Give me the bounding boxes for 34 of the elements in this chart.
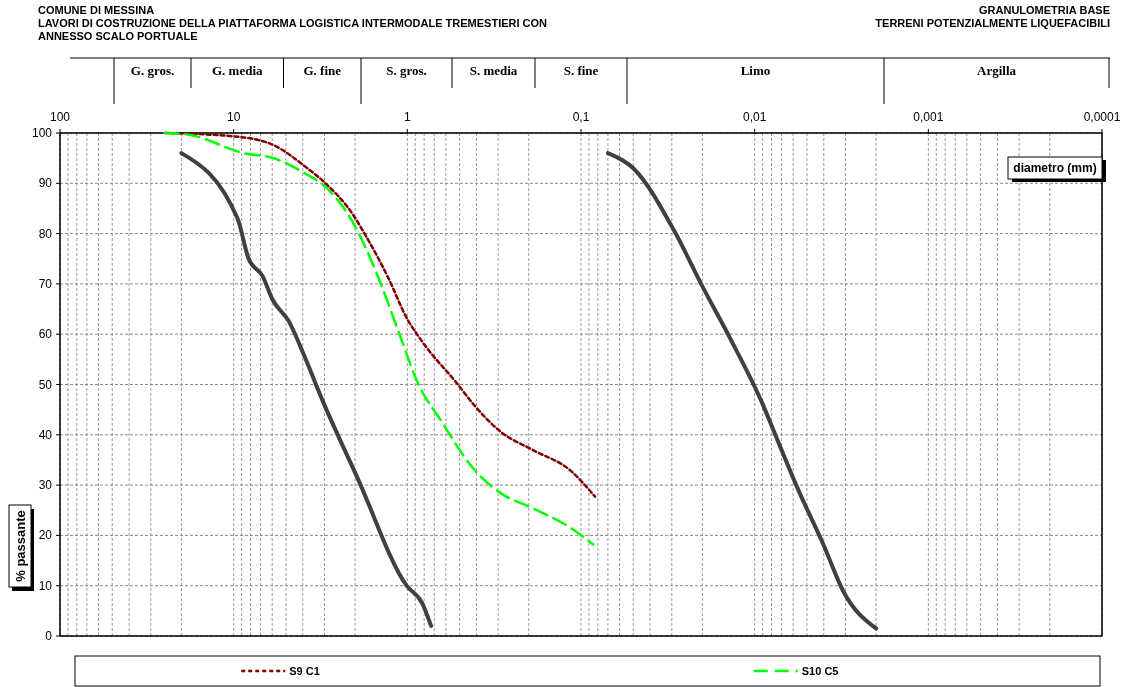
- y-tick-label: 80: [38, 226, 53, 241]
- y-tick-label: 70: [38, 276, 53, 291]
- text: Limo: [740, 63, 771, 78]
- x-tick-label: 0,1: [572, 110, 590, 124]
- text: S. fine: [563, 63, 599, 78]
- x-tick-label: 100: [49, 110, 71, 124]
- y-tick-label: 20: [38, 528, 53, 543]
- text: G. fine: [303, 63, 342, 78]
- text: TERRENI POTENZIALMENTE LIQUEFACIBILI: [875, 17, 1110, 29]
- text: GRANULOMETRIA BASE: [979, 4, 1110, 16]
- chart-title: COMUNE DI MESSINA: [38, 4, 155, 16]
- text: S. media: [469, 63, 518, 78]
- y-tick-label: 10: [38, 578, 53, 593]
- x-tick-label: 0,01: [742, 110, 767, 124]
- y-tick-label: 100: [31, 126, 53, 140]
- x-tick-label: 0,001: [913, 110, 944, 124]
- legend-label: S9 C1: [289, 665, 320, 677]
- x-tick-label: 1: [403, 110, 411, 124]
- y-tick-label: 90: [38, 176, 53, 191]
- x-tick-label: 10: [226, 110, 241, 124]
- text: G. gros.: [130, 63, 175, 78]
- chart-subtitle: LAVORI DI COSTRUZIONE DELLA PIATTAFORMA LOGISTICA INTERMODALE TREMESTIERI CON ANNESSO SCALO PORTUALE: [38, 17, 548, 42]
- x-tick-label: 0,0001: [1083, 110, 1121, 124]
- text: S. gros.: [386, 63, 427, 78]
- y-tick-label: 30: [38, 478, 53, 493]
- y-tick-label: 50: [38, 377, 53, 392]
- y-axis-title: % passante: [13, 510, 28, 582]
- y-tick-label: 0: [45, 629, 53, 643]
- legend-label: S10 C5: [801, 665, 839, 677]
- y-tick-label: 40: [38, 427, 53, 442]
- text: G. media: [211, 63, 264, 78]
- y-tick-label: 60: [38, 327, 53, 342]
- x-axis-title: diametro (mm): [1013, 161, 1097, 175]
- text: Argilla: [977, 63, 1017, 78]
